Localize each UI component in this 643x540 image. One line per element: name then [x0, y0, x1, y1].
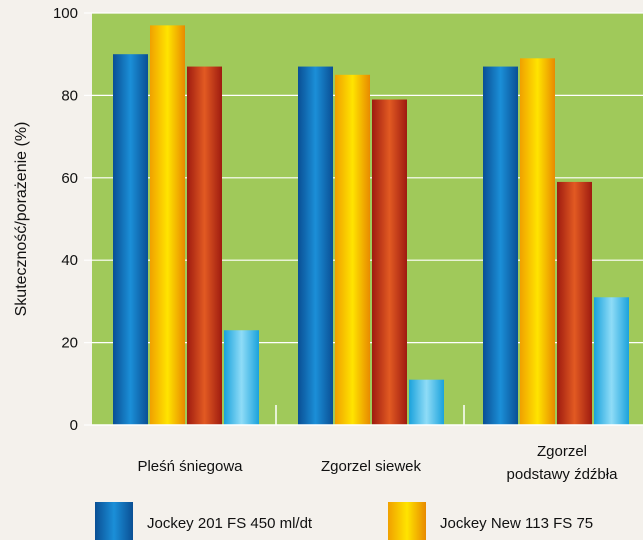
y-tick-label: 40: [61, 252, 78, 269]
bars: [113, 25, 629, 426]
y-tick-label: 80: [61, 87, 78, 104]
bar: [409, 379, 444, 425]
bar: [298, 66, 333, 425]
category-label: Zgorzel: [537, 443, 587, 460]
bar: [483, 66, 518, 425]
legend: Jockey 201 FS 450 ml/dt Jockey New 113 FS…: [95, 502, 593, 540]
category-labels: Pleśń śniegowa Zgorzel siewek Zgorzel podst…: [137, 443, 618, 483]
bar: [113, 54, 148, 425]
legend-label: Jockey 201 FS 450 ml/dt: [147, 515, 313, 532]
legend-swatch: [95, 502, 133, 540]
y-tick-labels: 0 20 40 60 80 100: [53, 5, 78, 434]
category-label: podstawy źdźbła: [507, 466, 619, 483]
bar: [150, 25, 185, 426]
legend-label: Jockey New 113 FS 75: [440, 515, 593, 532]
y-tick-label: 60: [61, 170, 78, 187]
category-label: Zgorzel siewek: [321, 458, 422, 475]
y-tick-label: 20: [61, 335, 78, 352]
bar: [372, 99, 407, 426]
bar: [520, 58, 555, 425]
y-tick-label: 100: [53, 5, 78, 22]
legend-swatch: [388, 502, 426, 540]
bar: [557, 181, 592, 425]
bar: [335, 74, 370, 426]
y-axis-label: Skuteczność/porażenie (%): [13, 122, 30, 317]
y-tick-label: 0: [70, 417, 78, 434]
bar: [224, 330, 259, 425]
category-label: Pleśń śniegowa: [137, 458, 243, 475]
bar: [594, 297, 629, 425]
bar: [187, 66, 222, 425]
